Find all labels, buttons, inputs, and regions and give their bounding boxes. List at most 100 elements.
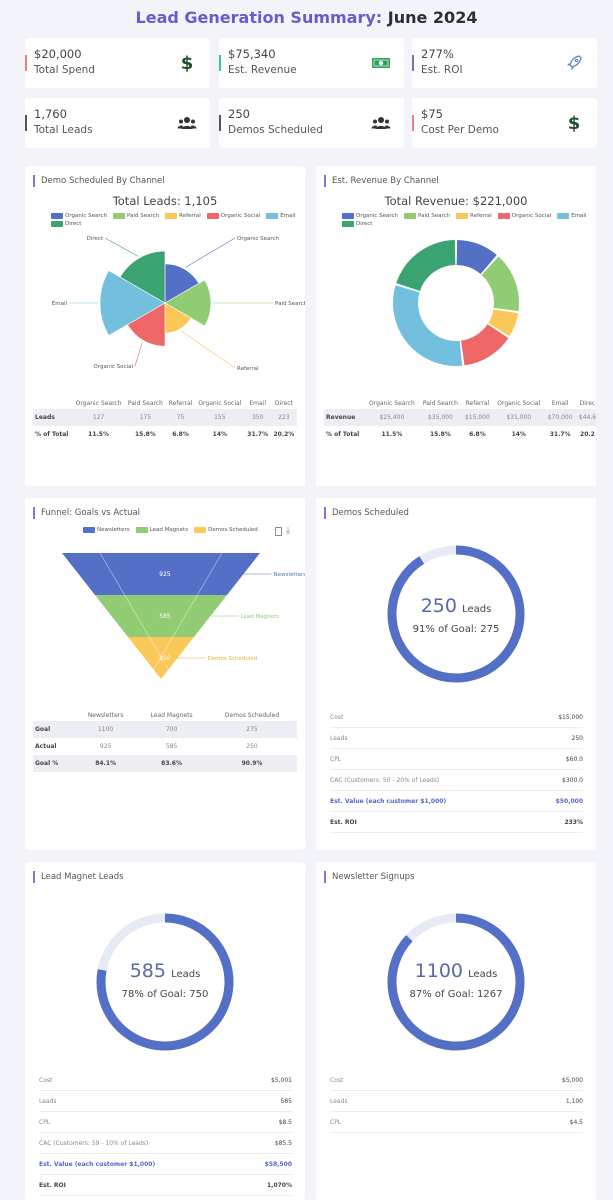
card-title: Newsletter Signups <box>324 871 414 883</box>
metric-label: Est. Value (each customer $1,000) <box>330 797 447 805</box>
legend-item-paid-search[interactable]: Paid Search <box>404 213 450 219</box>
donut-slice-paid-search[interactable] <box>481 256 519 312</box>
legend-label: Paid Search <box>418 213 451 219</box>
legend-swatch <box>266 213 279 219</box>
donut-slice-referral[interactable] <box>488 309 519 337</box>
table-corner <box>324 398 365 409</box>
metric-label: Cost <box>39 1076 53 1084</box>
svg-text:$: $ <box>181 53 194 73</box>
legend-item-email[interactable]: Email <box>557 213 586 219</box>
funnel-segment-demos-scheduled[interactable] <box>128 637 194 679</box>
legend-swatch <box>456 213 469 219</box>
gauge-progress-arc <box>96 913 234 1051</box>
card-title: Funnel: Goals vs Actual <box>33 507 140 519</box>
metric-value: $85.5 <box>274 1139 292 1147</box>
legend-item-direct[interactable]: Direct <box>51 221 81 227</box>
lead-magnet-metrics: Cost $5,001 Leads 585 CPL $8.5 CAC (Customers:… <box>39 1070 292 1196</box>
table-cell: $15,000 <box>461 409 494 426</box>
kpi-accent-bar <box>412 115 414 131</box>
gauge-goal: 91% of Goal: 275 <box>412 624 500 635</box>
donut-slice-organic-search[interactable] <box>456 240 497 275</box>
legend-item-organic-search[interactable]: Organic Search <box>342 213 398 219</box>
legend-swatch <box>51 221 63 227</box>
slice-leader-line <box>180 330 236 369</box>
legend-item-organic-social[interactable]: Organic Social <box>206 213 261 219</box>
gauge-progress-arc <box>387 913 525 1051</box>
metric-row-cost: Cost $15,000 <box>330 707 583 728</box>
funnel-guide-line <box>99 552 170 671</box>
column-header: Newsletters <box>87 712 124 719</box>
slice-leader-line <box>185 237 236 268</box>
legend-swatch <box>113 213 126 219</box>
kpi-value: $75,340 <box>228 47 276 61</box>
polar-slice-organic-social[interactable] <box>127 302 166 347</box>
legend-label: Email <box>280 213 296 219</box>
demos-metrics: Cost $15,000 Leads 250 CPL $60.0 CAC (Customer… <box>330 707 583 833</box>
kpi-accent-bar <box>219 55 221 71</box>
table-cell: 31.7% <box>247 431 269 438</box>
kpi-card-demos-scheduled: 250 Demos Scheduled <box>219 98 404 148</box>
legend-label: Organic Social <box>220 213 261 219</box>
metric-row-cac: CAC (Customers: 50 - 20% of Leads) $300.0 <box>330 770 583 791</box>
legend-item-referral[interactable]: Referral <box>456 213 492 219</box>
column-header: Lead Magnets <box>150 712 193 719</box>
card-title: Demo Scheduled By Channel <box>33 175 165 187</box>
legend-item-organic-search[interactable]: Organic Search <box>51 213 107 219</box>
download-icon[interactable]: ⤓ <box>286 526 290 536</box>
polar-slice-email[interactable] <box>99 270 166 336</box>
document-icon[interactable] <box>275 527 282 536</box>
gauge-progress-arc <box>387 545 525 683</box>
legend-item-email[interactable]: Email <box>266 213 295 219</box>
kpi-label: Total Leads <box>34 124 93 136</box>
legend-item-demos-scheduled[interactable]: Demos Scheduled <box>194 527 258 533</box>
legend-item-direct[interactable]: Direct <box>342 221 372 227</box>
legend-item-organic-social[interactable]: Organic Social <box>497 213 551 219</box>
table-cell: 15.8% <box>429 431 451 438</box>
kpi-label: Est. ROI <box>421 64 463 76</box>
kpi-card-total-spend: $20,000 Total Spend $ <box>25 38 210 88</box>
metric-row-est-value: Est. Value (each customer $1,000) $50,000 <box>330 791 583 812</box>
metric-value: $8.5 <box>278 1118 292 1126</box>
slice-label: Organic Search <box>237 236 280 242</box>
donut-slice-email[interactable] <box>393 285 463 366</box>
funnel-chart: 925 Newsletters 585 Lead Magnets 250 Demos Sc… <box>62 552 305 679</box>
funnel-segment-newsletters[interactable] <box>62 553 260 595</box>
table-cell: 6.8% <box>469 431 486 438</box>
legend-label: Organic Search <box>356 213 399 219</box>
polar-area-chart: Organic Search Paid Search Referral Organic… <box>52 236 305 372</box>
table-cell: 175 <box>124 409 166 426</box>
donut-slice-direct[interactable] <box>396 240 456 292</box>
polar-slice-paid-search[interactable] <box>164 279 212 327</box>
legend-label: Referral <box>470 213 492 219</box>
table-cell: $70,000 <box>544 409 576 426</box>
page-title: Lead Generation Summary: June 2024 <box>0 8 613 27</box>
legend-swatch <box>83 527 95 533</box>
column-header: Referral <box>465 400 490 407</box>
legend-item-referral[interactable]: Referral <box>165 213 201 219</box>
table-cell: 14% <box>511 431 526 438</box>
gauge-value: 1100 <box>414 960 464 982</box>
legend-item-newsletters[interactable]: Newsletters <box>83 527 130 533</box>
row-label: % of Total <box>326 431 360 438</box>
donut-slice-organic-social[interactable] <box>461 324 509 366</box>
funnel-segment-lead-magnets[interactable] <box>95 595 227 637</box>
funnel-category-label: Demos Scheduled <box>208 656 258 662</box>
table-row: Leads 127 175 75 155 350 223 <box>33 409 297 426</box>
polar-slice-direct[interactable] <box>119 250 166 304</box>
legend-item-lead-magnets[interactable]: Lead Magnets <box>135 527 188 533</box>
table-cell: 75 <box>165 409 196 426</box>
table-row: % of Total 11.5% 15.8% 6.8% 14% 31.7% 20.2% <box>33 426 297 443</box>
chart-legend: Newsletters Lead Magnets Demos Scheduled <box>83 527 283 533</box>
metric-row-est-roi: Est. ROI 1,070% <box>39 1175 292 1196</box>
table-cell: 14% <box>212 431 228 438</box>
legend-item-paid-search[interactable]: Paid Search <box>113 213 159 219</box>
gauge-unit: Leads <box>462 604 492 615</box>
kpi-card-est-revenue: $75,340 Est. Revenue <box>219 38 404 88</box>
column-header: Organic Search <box>75 400 122 407</box>
table-cell: 11.5% <box>88 431 109 438</box>
table-cell: 350 <box>244 409 271 426</box>
table-corner <box>33 710 75 721</box>
metric-label: Est. ROI <box>330 818 357 826</box>
kpi-accent-bar <box>25 55 27 71</box>
slice-label: Referral <box>237 366 259 372</box>
